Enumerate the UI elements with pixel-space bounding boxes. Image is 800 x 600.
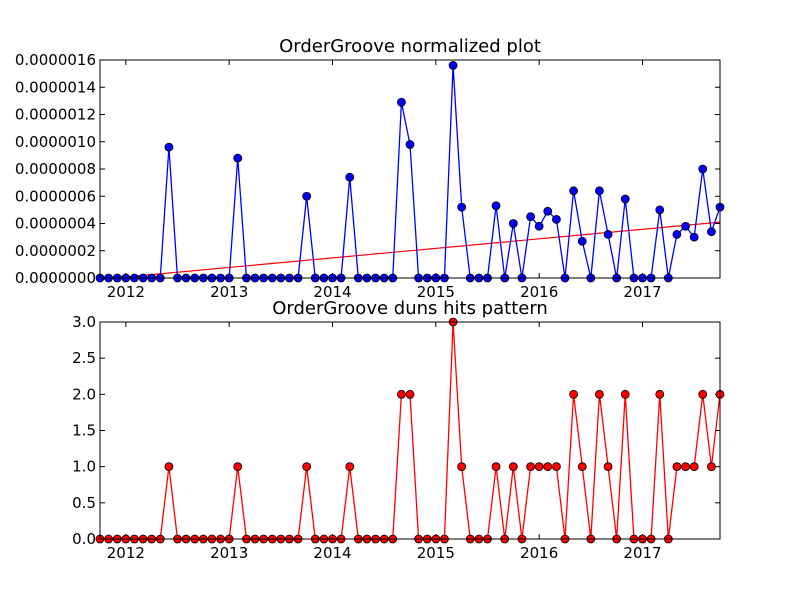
duns-hits-y-tick-label: 2.5 bbox=[72, 349, 96, 367]
normalized-plot-x-tick-label: 2016 bbox=[520, 283, 558, 301]
normalized-plot-x-tick-label: 2012 bbox=[107, 283, 145, 301]
normalized-plot-data-point bbox=[620, 194, 630, 204]
duns-hits-data-point bbox=[577, 462, 587, 472]
duns-hits-data-point bbox=[689, 462, 699, 472]
normalized-plot-data-point bbox=[405, 140, 415, 149]
duns-hits-x-tick-label: 2013 bbox=[210, 544, 248, 562]
duns-hits-chart: OrderGroove duns hits pattern 0.0 0.5 1.0 1… bbox=[72, 298, 725, 562]
normalized-plot-x-tick-label: 2013 bbox=[210, 283, 248, 301]
duns-hits-x-tick-label: 2015 bbox=[417, 544, 455, 562]
duns-hits-data-point bbox=[552, 462, 561, 472]
normalized-plot-chart: OrderGroove normalized plot 0.00000000.0… bbox=[15, 36, 725, 301]
duns-hits-y-tick-label: 0.0 bbox=[72, 530, 96, 548]
duns-hits-data-point bbox=[620, 389, 630, 399]
duns-hits-x-tick-label: 2014 bbox=[313, 544, 351, 562]
normalized-plot-y-tick-label: 0.0000002 bbox=[15, 242, 96, 260]
normalized-plot-data-point bbox=[569, 186, 578, 196]
duns-hits-data-point bbox=[302, 462, 312, 472]
duns-hits-y-tick-label: 0.5 bbox=[72, 494, 96, 512]
normalized-plot-data-point bbox=[233, 153, 243, 163]
normalized-plot-data-point bbox=[508, 219, 518, 228]
duns-hits-data-point bbox=[164, 462, 174, 472]
normalized-plot-data-point bbox=[698, 164, 708, 174]
normalized-plot-y-tick-label: 0.0000006 bbox=[15, 187, 96, 205]
normalized-plot-data-point bbox=[577, 236, 587, 246]
duns-hits-x-tick-label: 2017 bbox=[623, 544, 661, 562]
normalized-plot-data-point bbox=[681, 221, 690, 231]
normalized-plot-y-ticks: 0.0000000 0.0000002 0.0000004 0.0000006 0.00… bbox=[15, 51, 720, 287]
normalized-plot-trendline bbox=[99, 221, 721, 280]
normalized-plot-data-point bbox=[655, 205, 665, 215]
normalized-plot-frame bbox=[99, 59, 721, 279]
duns-hits-y-tick-label: 1.5 bbox=[72, 422, 96, 440]
duns-hits-data-point bbox=[603, 462, 613, 472]
duns-hits-data-point bbox=[543, 462, 553, 472]
duns-hits-title: OrderGroove duns hits pattern bbox=[272, 298, 548, 319]
normalized-plot-data-point bbox=[603, 229, 613, 239]
normalized-plot-data-point bbox=[164, 142, 174, 152]
duns-hits-y-tick-label: 1.0 bbox=[72, 458, 96, 476]
normalized-plot-y-tick-label: 0.0000008 bbox=[15, 160, 96, 178]
normalized-plot-y-tick-label: 0.0000012 bbox=[15, 106, 96, 124]
normalized-plot-data-point bbox=[552, 215, 561, 224]
duns-hits-data-point bbox=[681, 462, 690, 472]
duns-hits-data-point bbox=[569, 389, 578, 399]
duns-hits-data-point bbox=[233, 462, 243, 472]
normalized-plot-data-point bbox=[448, 61, 458, 70]
normalized-plot-x-tick-label: 2017 bbox=[623, 283, 661, 301]
normalized-plot-data-point bbox=[707, 227, 716, 237]
duns-hits-y-ticks: 0.0 0.5 1.0 1.5 2.0 2.5 3.0 bbox=[72, 313, 720, 548]
duns-hits-data-point bbox=[491, 462, 501, 472]
normalized-plot-y-tick-label: 0.0000016 bbox=[15, 51, 96, 69]
duns-hits-frame bbox=[99, 321, 721, 540]
duns-hits-data-point bbox=[405, 389, 415, 399]
duns-hits-x-tick-label: 2016 bbox=[520, 544, 558, 562]
normalized-plot-title: OrderGroove normalized plot bbox=[279, 36, 541, 57]
duns-hits-data-point bbox=[508, 462, 518, 472]
normalized-plot-x-tick-label: 2015 bbox=[417, 283, 455, 301]
normalized-plot-x-ticks: 2012 2013 2014 2015 2016 2017 bbox=[107, 60, 662, 301]
normalized-plot-data-point bbox=[491, 201, 501, 211]
duns-hits-x-ticks: 2012 2013 2014 2015 2016 2017 bbox=[107, 322, 662, 562]
normalized-plot-data-point bbox=[302, 191, 312, 201]
normalized-plot-data-point bbox=[345, 172, 355, 182]
duns-hits-data-point bbox=[672, 462, 682, 472]
duns-hits-data-point bbox=[707, 462, 716, 472]
normalized-plot-data-point bbox=[457, 202, 467, 212]
normalized-plot-y-tick-label: 0.0000010 bbox=[15, 133, 96, 151]
duns-hits-x-tick-label: 2012 bbox=[107, 544, 145, 562]
normalized-plot-data-point bbox=[543, 206, 553, 216]
normalized-plot-data-point bbox=[526, 212, 535, 222]
duns-hits-y-tick-label: 3.0 bbox=[72, 313, 96, 331]
duns-hits-data-point bbox=[397, 389, 406, 399]
duns-hits-data-point bbox=[457, 462, 467, 472]
duns-hits-y-tick-label: 2.0 bbox=[72, 385, 96, 403]
normalized-plot-y-tick-label: 0.0000014 bbox=[15, 78, 96, 96]
normalized-plot-data-point bbox=[595, 186, 604, 196]
normalized-plot-trendline bbox=[99, 221, 721, 280]
normalized-plot-x-tick-label: 2014 bbox=[313, 283, 351, 301]
normalized-plot-data-point bbox=[689, 232, 699, 242]
normalized-plot-data-point bbox=[534, 221, 544, 231]
normalized-plot-y-tick-label: 0.0000000 bbox=[15, 269, 96, 287]
duns-hits-data-point bbox=[526, 462, 535, 472]
normalized-plot-data-point bbox=[672, 229, 682, 239]
normalized-plot-y-tick-label: 0.0000004 bbox=[15, 215, 96, 233]
duns-hits-data-point bbox=[698, 389, 708, 399]
duns-hits-data-point bbox=[655, 389, 665, 399]
duns-hits-data-point bbox=[534, 462, 544, 472]
normalized-plot-data-point bbox=[397, 97, 406, 107]
duns-hits-data-point bbox=[595, 389, 604, 399]
duns-hits-data-point bbox=[345, 462, 355, 472]
